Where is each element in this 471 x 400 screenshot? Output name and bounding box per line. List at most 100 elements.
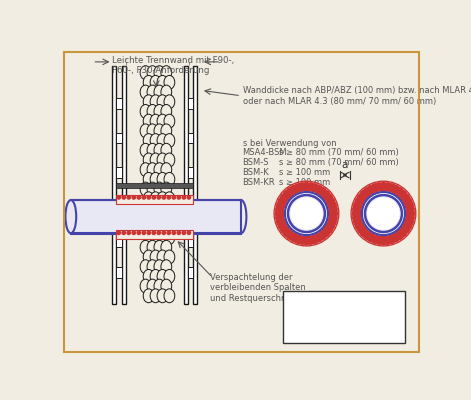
Ellipse shape xyxy=(157,95,168,109)
Bar xyxy=(184,66,188,304)
Ellipse shape xyxy=(157,76,168,89)
Bar xyxy=(188,202,193,213)
Text: MSA4-BSM: MSA4-BSM xyxy=(243,148,287,157)
Ellipse shape xyxy=(157,114,168,128)
Bar xyxy=(116,268,122,278)
Ellipse shape xyxy=(140,66,151,80)
Ellipse shape xyxy=(147,279,158,293)
Bar xyxy=(188,133,193,144)
Circle shape xyxy=(329,214,337,222)
Ellipse shape xyxy=(154,221,165,235)
Circle shape xyxy=(172,196,176,199)
Bar xyxy=(116,183,193,188)
Ellipse shape xyxy=(161,202,172,215)
Circle shape xyxy=(371,184,379,192)
Circle shape xyxy=(318,231,326,240)
Circle shape xyxy=(187,196,191,199)
Circle shape xyxy=(298,236,306,244)
Circle shape xyxy=(391,234,400,242)
Circle shape xyxy=(321,228,330,237)
Circle shape xyxy=(321,190,330,198)
Ellipse shape xyxy=(147,124,158,138)
Circle shape xyxy=(353,205,361,214)
Circle shape xyxy=(182,231,186,234)
Circle shape xyxy=(324,225,333,234)
Ellipse shape xyxy=(164,231,175,244)
Ellipse shape xyxy=(143,172,154,186)
Ellipse shape xyxy=(161,221,172,235)
Ellipse shape xyxy=(161,163,172,176)
Ellipse shape xyxy=(157,231,168,244)
Bar xyxy=(188,268,193,278)
Circle shape xyxy=(351,181,416,246)
Ellipse shape xyxy=(147,182,158,196)
Circle shape xyxy=(355,222,364,230)
Circle shape xyxy=(132,196,136,199)
Circle shape xyxy=(278,197,286,206)
Ellipse shape xyxy=(161,240,172,254)
Circle shape xyxy=(375,183,383,191)
Text: nach ABP/ABZ
oder nach MLAR,
Abschn. 4.2/4.3: nach ABP/ABZ oder nach MLAR, Abschn. 4.2… xyxy=(289,308,362,337)
Circle shape xyxy=(307,183,315,191)
Ellipse shape xyxy=(161,279,172,293)
Ellipse shape xyxy=(157,289,168,303)
Ellipse shape xyxy=(154,182,165,196)
Ellipse shape xyxy=(154,124,165,138)
Circle shape xyxy=(142,231,146,234)
Ellipse shape xyxy=(157,153,168,167)
Circle shape xyxy=(285,192,328,235)
Circle shape xyxy=(383,183,392,191)
Circle shape xyxy=(391,186,400,194)
Circle shape xyxy=(302,182,310,191)
Ellipse shape xyxy=(143,270,154,283)
Bar xyxy=(116,230,193,239)
Circle shape xyxy=(388,235,396,243)
Ellipse shape xyxy=(157,134,168,148)
Circle shape xyxy=(362,192,405,235)
Ellipse shape xyxy=(154,85,165,99)
Circle shape xyxy=(367,197,399,230)
Circle shape xyxy=(403,222,412,230)
Circle shape xyxy=(357,194,366,202)
Circle shape xyxy=(364,231,372,240)
Text: BSM-KR: BSM-KR xyxy=(243,178,275,187)
Circle shape xyxy=(132,231,136,234)
Bar xyxy=(193,66,197,304)
Circle shape xyxy=(355,197,364,206)
Ellipse shape xyxy=(147,221,158,235)
Circle shape xyxy=(122,196,125,199)
Circle shape xyxy=(286,231,295,240)
Circle shape xyxy=(276,210,284,218)
Circle shape xyxy=(182,196,186,199)
Circle shape xyxy=(406,210,414,218)
Bar xyxy=(113,66,116,304)
Bar xyxy=(116,195,193,204)
Ellipse shape xyxy=(157,270,168,283)
Circle shape xyxy=(277,218,285,226)
Circle shape xyxy=(401,194,409,202)
Circle shape xyxy=(142,196,146,199)
Bar xyxy=(188,98,193,109)
Ellipse shape xyxy=(161,260,172,274)
Ellipse shape xyxy=(143,134,154,148)
Circle shape xyxy=(177,196,180,199)
Ellipse shape xyxy=(147,260,158,274)
Circle shape xyxy=(286,188,295,196)
Circle shape xyxy=(162,196,165,199)
Ellipse shape xyxy=(140,202,151,215)
Ellipse shape xyxy=(147,66,158,80)
Circle shape xyxy=(127,196,130,199)
Ellipse shape xyxy=(143,76,154,89)
Ellipse shape xyxy=(164,134,175,148)
Circle shape xyxy=(398,228,406,237)
Circle shape xyxy=(311,235,319,243)
Circle shape xyxy=(367,234,375,242)
Bar xyxy=(284,290,405,343)
Ellipse shape xyxy=(150,250,161,264)
Bar xyxy=(116,133,122,144)
Text: Leichte Trennwand mit F90-,
F60-, F30-Anforderung: Leichte Trennwand mit F90-, F60-, F30-An… xyxy=(113,56,235,75)
Ellipse shape xyxy=(154,240,165,254)
Circle shape xyxy=(177,231,180,234)
Circle shape xyxy=(137,196,140,199)
Circle shape xyxy=(290,197,323,230)
